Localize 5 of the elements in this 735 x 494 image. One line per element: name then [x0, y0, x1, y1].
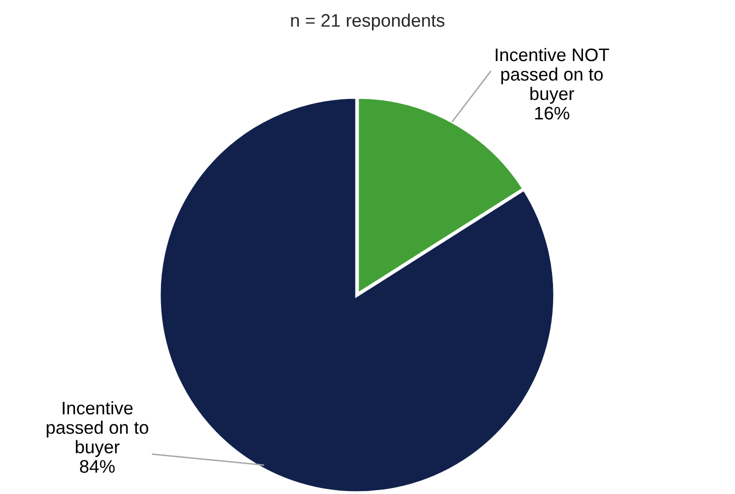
data-label: 84% — [80, 460, 115, 473]
data-label: 16% — [535, 106, 570, 120]
chart-title: n = 21 respondents — [291, 14, 444, 30]
slice-label: Incentive NOT passed on to buyer — [496, 48, 610, 104]
slice-label: Incentive passed on to buyer — [46, 401, 148, 457]
